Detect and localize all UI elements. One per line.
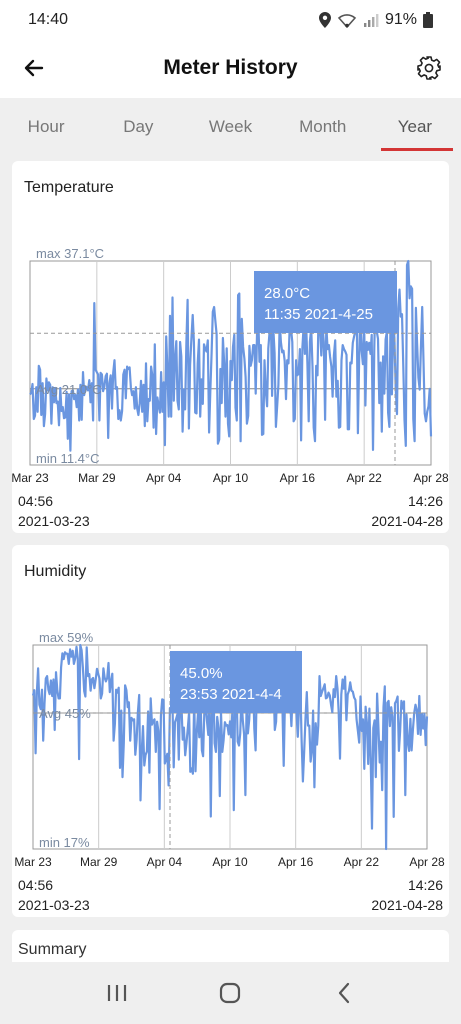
series-line: [31, 643, 429, 851]
tooltip-time: 11:35 2021-4-25: [264, 306, 373, 323]
tooltip-box: [254, 271, 397, 333]
min-label: min 17%: [39, 835, 90, 850]
start-timestamp: 04:56 2021-03-23: [18, 875, 90, 915]
settings-button[interactable]: [411, 50, 447, 86]
x-tick-label: Mar 23: [14, 855, 52, 869]
end-date: 2021-04-28: [371, 897, 443, 913]
status-bar: 14:40 91%: [0, 0, 461, 40]
start-timestamp: 04:56 2021-03-23: [18, 491, 90, 531]
status-time: 14:40: [28, 11, 69, 28]
avg-label: Avg 21.0°C: [36, 382, 102, 397]
avg-label: Avg 45%: [39, 706, 91, 721]
x-tick-label: Apr 22: [346, 471, 382, 485]
gear-icon: [417, 56, 441, 80]
x-tick-label: Apr 10: [213, 471, 249, 485]
card-title: Temperature: [24, 179, 114, 196]
x-tick-label: Apr 10: [212, 855, 248, 869]
start-time: 04:56: [18, 877, 54, 893]
start-date: 2021-03-23: [18, 513, 90, 529]
max-label: max 37.1°C: [36, 246, 104, 261]
back-button[interactable]: [16, 50, 52, 86]
x-tick-label: Mar 23: [12, 471, 49, 485]
app-bar: Meter History: [0, 40, 461, 98]
tab-week[interactable]: Week: [208, 117, 253, 136]
x-tick-label: Mar 29: [78, 471, 116, 485]
x-tick-label: Apr 04: [146, 471, 182, 485]
x-tick-label: Apr 04: [147, 855, 183, 869]
nav-back-button[interactable]: [320, 969, 368, 1017]
x-tick-label: Apr 28: [409, 855, 445, 869]
end-time: 14:26: [407, 493, 443, 509]
x-tick-label: Mar 29: [80, 855, 118, 869]
tab-year[interactable]: Year: [369, 98, 461, 154]
signal-icon: [363, 13, 379, 28]
tooltip-value: 28.0°C: [264, 285, 310, 302]
start-date: 2021-03-23: [18, 897, 90, 913]
x-tick-label: Apr 22: [344, 855, 380, 869]
tooltip-box: [170, 651, 302, 713]
back-icon: [339, 982, 350, 1004]
arrow-left-icon: [24, 59, 44, 77]
battery-percent: 91%: [384, 11, 417, 28]
location-icon: [318, 12, 331, 28]
recents-button[interactable]: [93, 969, 141, 1017]
home-icon: [220, 982, 241, 1004]
end-timestamp: 14:26 2021-04-28: [371, 875, 443, 915]
temperature-card: Temperature max 37.1°C Avg 21.0°C min 11.4…: [12, 161, 449, 533]
temperature-chart[interactable]: max 37.1°C Avg 21.0°C min 11.4°C 28.0°C 11:3…: [12, 161, 449, 491]
home-button[interactable]: [206, 969, 254, 1017]
system-nav-bar: [0, 962, 461, 1024]
end-timestamp: 14:26 2021-04-28: [371, 491, 443, 531]
min-label: min 11.4°C: [36, 451, 99, 466]
summary-title: Summary: [18, 941, 87, 958]
card-title: Humidity: [24, 563, 87, 580]
tooltip-time: 23:53 2021-4-4: [180, 686, 282, 703]
tab-month[interactable]: Month: [299, 117, 347, 136]
max-label: max 59%: [39, 630, 94, 645]
tab-hour[interactable]: Hour: [27, 117, 65, 136]
x-tick-label: Apr 16: [280, 471, 316, 485]
tooltip-value: 45.0%: [180, 665, 223, 682]
page-title: Meter History: [163, 56, 298, 79]
humidity-card: Humidity max 59% Avg 45% min 17% 45.0% 23:53…: [12, 545, 449, 917]
period-tabs: Hour Day Week Month Year: [0, 98, 461, 154]
x-tick-label: Apr 16: [278, 855, 314, 869]
end-date: 2021-04-28: [371, 513, 443, 529]
start-time: 04:56: [18, 493, 54, 509]
battery-icon: [423, 12, 433, 28]
tab-day[interactable]: Day: [123, 117, 154, 136]
end-time: 14:26: [407, 877, 443, 893]
status-icons: 91%: [318, 11, 433, 29]
humidity-chart[interactable]: max 59% Avg 45% min 17% 45.0% 23:53 2021-4-4…: [12, 545, 449, 875]
wifi-icon: [337, 13, 357, 28]
recents-icon: [107, 985, 126, 1001]
x-tick-label: Apr 28: [413, 471, 449, 485]
